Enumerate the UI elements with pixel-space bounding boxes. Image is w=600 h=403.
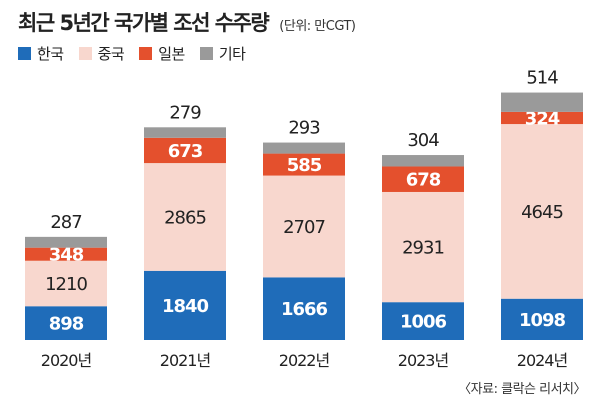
data-label-japan-3: 678 xyxy=(406,170,441,191)
legend-item-other: 기타 xyxy=(199,43,246,64)
source-note: 〈자료: 클락슨 리서치〉 xyxy=(458,382,586,397)
legend-item-korea: 한국 xyxy=(18,43,64,64)
bar-segment-other-3 xyxy=(382,155,464,167)
legend-label-other: 기타 xyxy=(218,44,246,63)
x-tick-label-4: 2024년 xyxy=(517,351,568,370)
data-label-korea-2: 1666 xyxy=(281,299,328,320)
legend-label-china: 중국 xyxy=(97,44,125,63)
bar-segment-china-1 xyxy=(144,163,226,271)
bar-segment-korea-3 xyxy=(382,302,464,340)
data-label-china-0: 1210 xyxy=(45,274,87,295)
data-label-korea-4: 1098 xyxy=(519,310,566,331)
x-tick-label-2: 2022년 xyxy=(279,351,330,370)
legend-swatch-china xyxy=(78,46,92,60)
data-label-other-2: 293 xyxy=(288,118,320,139)
bar-segment-other-1 xyxy=(144,127,226,138)
bar-segment-japan-4 xyxy=(501,111,583,125)
bar-segment-china-4 xyxy=(501,124,583,299)
data-label-other-3: 304 xyxy=(407,130,439,151)
title-row: 최근 5년간 국가별 조선 수주량 (단위: 만CGT) xyxy=(18,7,356,37)
data-label-korea-3: 1006 xyxy=(400,312,447,333)
data-label-china-4: 4645 xyxy=(521,202,563,223)
data-label-other-4: 514 xyxy=(526,68,558,89)
data-label-japan-0: 348 xyxy=(49,245,84,266)
bar-segment-korea-2 xyxy=(263,277,345,340)
legend-item-japan: 일본 xyxy=(139,43,185,64)
legend-swatch-korea xyxy=(18,46,31,60)
data-label-other-1: 279 xyxy=(169,102,201,123)
data-label-korea-0: 898 xyxy=(49,314,84,335)
legend-swatch-japan xyxy=(139,46,153,60)
bar-segment-korea-1 xyxy=(144,270,226,340)
bar-segment-japan-2 xyxy=(263,153,345,176)
data-label-other-0: 287 xyxy=(50,212,81,233)
data-label-japan-1: 673 xyxy=(168,141,203,162)
data-label-korea-1: 1840 xyxy=(162,296,209,317)
legend-label-japan: 일본 xyxy=(158,44,185,63)
bar-segment-other-0 xyxy=(25,236,107,248)
bar-segment-other-4 xyxy=(501,92,583,112)
bar-segment-china-2 xyxy=(263,175,345,278)
bar-segment-japan-0 xyxy=(25,247,107,261)
legend-label-korea: 한국 xyxy=(37,44,64,63)
data-label-china-2: 2707 xyxy=(283,217,325,238)
data-label-japan-4: 324 xyxy=(525,108,560,129)
bar-segment-japan-1 xyxy=(144,137,226,164)
bar-segment-japan-3 xyxy=(382,166,464,192)
x-tick-label-3: 2023년 xyxy=(398,351,449,370)
data-label-china-1: 2865 xyxy=(164,207,206,228)
x-tick-label-0: 2020년 xyxy=(41,351,92,370)
legend: 한국 중국 일본 기타 xyxy=(18,42,246,64)
bar-segment-korea-4 xyxy=(501,298,583,340)
bar-segment-china-3 xyxy=(382,191,464,303)
data-label-japan-2: 585 xyxy=(287,155,322,176)
bar-segment-korea-0 xyxy=(25,306,107,340)
data-label-china-3: 2931 xyxy=(402,238,444,259)
unit-label: (단위: 만CGT) xyxy=(279,19,356,34)
legend-item-china: 중국 xyxy=(78,43,125,64)
bar-segment-other-2 xyxy=(263,142,345,154)
legend-swatch-other xyxy=(199,46,213,60)
bar-segment-china-0 xyxy=(25,260,107,307)
x-tick-label-1: 2021년 xyxy=(160,351,211,370)
chart-title: 최근 5년간 국가별 조선 수주량 xyxy=(18,11,270,35)
